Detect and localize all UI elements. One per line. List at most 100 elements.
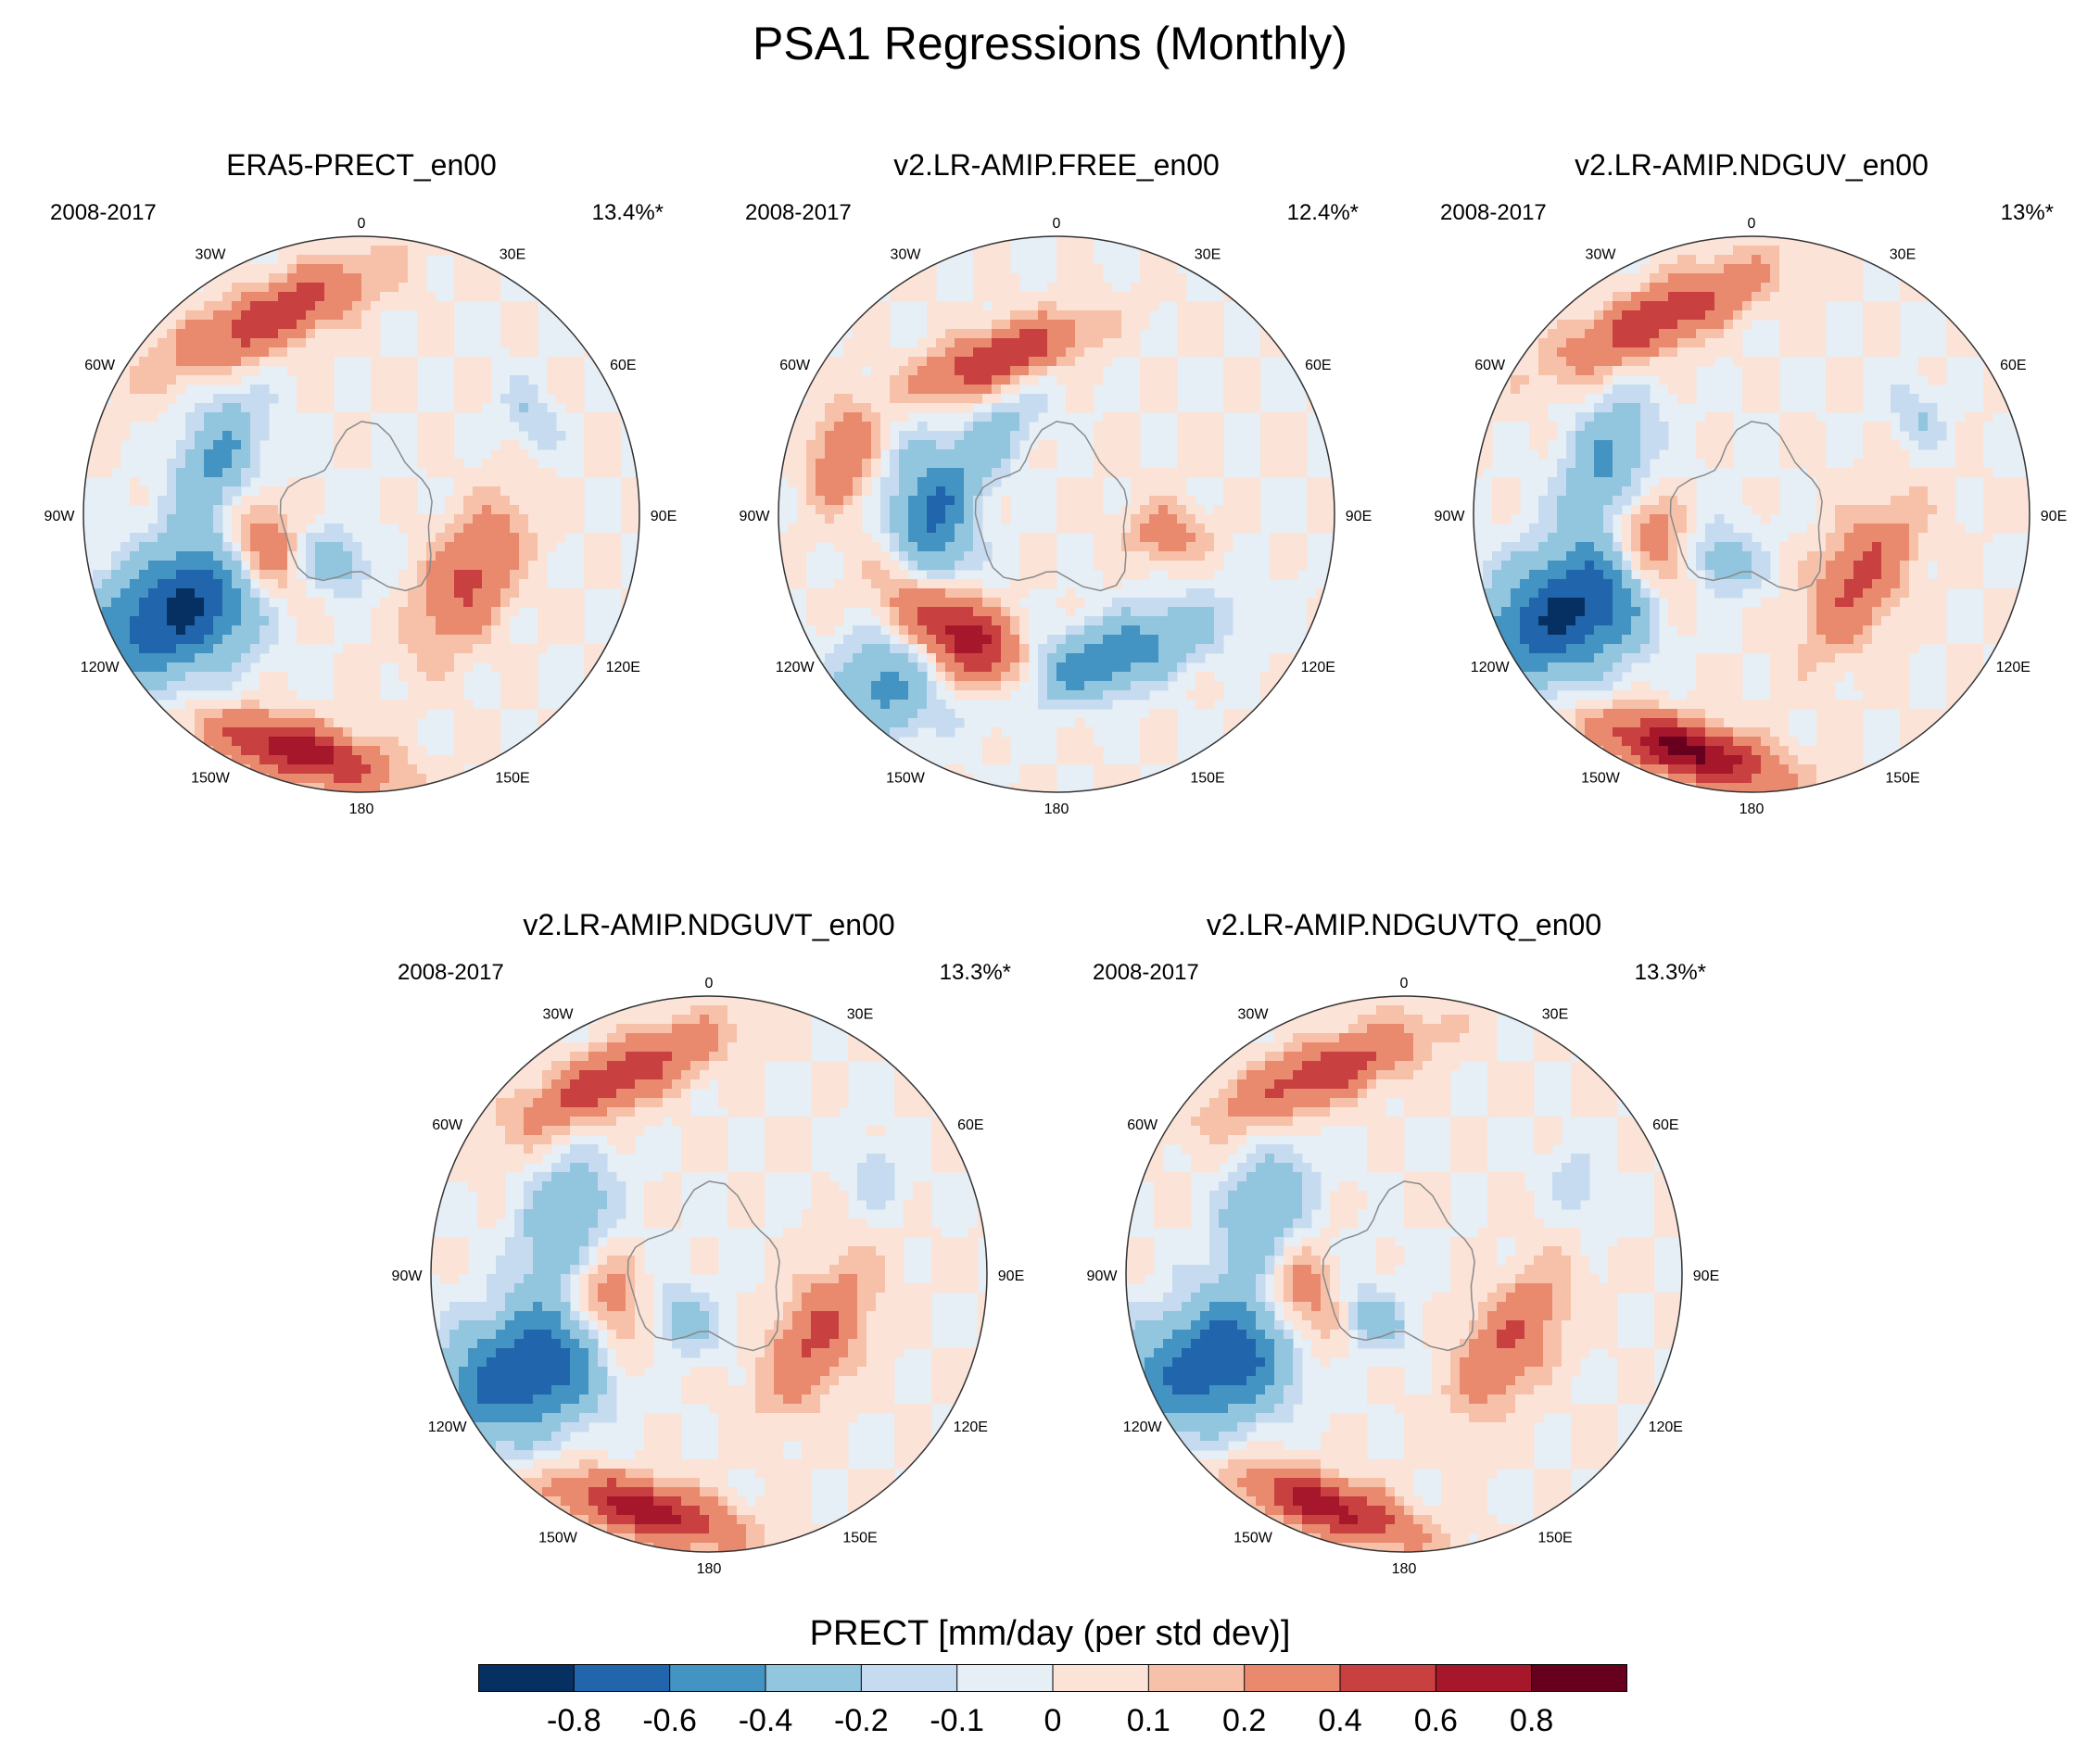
- field-cell: [334, 727, 344, 738]
- field-cell: [1186, 616, 1196, 626]
- field-cell: [1307, 524, 1317, 534]
- field-cell: [278, 533, 288, 543]
- field-cell: [1010, 579, 1020, 589]
- field-cell: [1742, 477, 1752, 487]
- field-cell: [473, 727, 483, 738]
- field-cell: [1140, 570, 1150, 580]
- antarctica-coastline: [974, 421, 1128, 592]
- field-cell: [1742, 236, 1752, 246]
- field-cell: [408, 709, 418, 719]
- field-cell: [1863, 347, 1873, 358]
- field-cell: [1687, 394, 1697, 404]
- field-cell: [1158, 283, 1169, 293]
- field-cell: [1297, 440, 1308, 450]
- field-cell: [278, 700, 288, 710]
- field-cell: [927, 449, 937, 460]
- field-cell: [964, 662, 974, 673]
- field-cell: [491, 644, 501, 654]
- field-cell: [880, 737, 891, 747]
- field-cell: [908, 514, 918, 524]
- field-cell: [287, 292, 297, 302]
- field-cell: [575, 524, 585, 534]
- field-cell: [306, 477, 316, 487]
- field-cell: [213, 449, 223, 460]
- field-cell: [1650, 366, 1660, 376]
- field-cell: [250, 338, 260, 348]
- field-cell: [1529, 347, 1539, 358]
- field-cell: [1724, 412, 1734, 423]
- field-cell: [1557, 496, 1567, 506]
- field-cell: [1955, 468, 1966, 478]
- field-cell: [1761, 264, 1771, 274]
- field-cell: [1733, 301, 1743, 311]
- field-cell: [1158, 524, 1169, 534]
- field-cell: [964, 468, 974, 478]
- field-cell: [306, 561, 316, 571]
- field-cell: [259, 700, 270, 710]
- field-cell: [1001, 588, 1011, 599]
- field-cell: [510, 505, 520, 515]
- field-cell: [1075, 653, 1085, 663]
- field-cell: [1714, 347, 1725, 358]
- field-cell: [120, 653, 131, 663]
- field-cell: [1094, 320, 1104, 330]
- field-cell: [491, 625, 501, 636]
- field-cell: [843, 347, 854, 358]
- field-cell: [853, 320, 863, 330]
- field-cell: [528, 320, 538, 330]
- field-cell: [500, 625, 511, 636]
- field-cell: [1872, 338, 1882, 348]
- field-cell: [398, 625, 409, 636]
- field-cell: [204, 486, 214, 497]
- field-cell: [1872, 347, 1882, 358]
- field-cell: [445, 551, 455, 562]
- field-cell: [955, 394, 965, 404]
- field-cell: [1650, 310, 1660, 321]
- field-cell: [195, 292, 205, 302]
- field-cell: [1742, 486, 1752, 497]
- field-cell: [204, 301, 214, 311]
- field-cell: [1640, 459, 1651, 469]
- field-cell: [982, 431, 993, 441]
- field-cell: [213, 273, 223, 284]
- field-cell: [222, 635, 233, 645]
- field-cell: [195, 561, 205, 571]
- field-cell: [834, 440, 844, 450]
- field-cell: [964, 301, 974, 311]
- field-cell: [380, 366, 390, 376]
- panel-title: ERA5-PRECT_en00: [226, 148, 497, 182]
- field-cell: [1668, 283, 1678, 293]
- field-cell: [1872, 477, 1882, 487]
- field-cell: [324, 570, 335, 580]
- field-cell: [158, 366, 168, 376]
- field-cell: [1251, 357, 1261, 367]
- field-cell: [232, 533, 242, 543]
- field-cell: [973, 422, 983, 432]
- field-cell: [1149, 551, 1159, 562]
- field-cell: [1066, 394, 1076, 404]
- field-cell: [880, 375, 891, 385]
- field-cell: [1112, 625, 1122, 636]
- field-cell: [1585, 292, 1595, 302]
- field-cell: [871, 598, 881, 608]
- field-cell: [176, 449, 186, 460]
- field-cell: [1214, 301, 1224, 311]
- field-cell: [463, 514, 474, 524]
- field-cell: [139, 385, 149, 395]
- field-cell: [1696, 329, 1706, 339]
- field-cell: [473, 385, 483, 395]
- field-cell: [1520, 366, 1530, 376]
- field-cell: [204, 662, 214, 673]
- field-cell: [955, 477, 965, 487]
- field-cell: [1752, 246, 1762, 256]
- field-cell: [93, 570, 103, 580]
- field-cell: [927, 524, 937, 534]
- field-cell: [259, 681, 270, 691]
- field-cell: [797, 579, 807, 589]
- field-cell: [788, 449, 798, 460]
- field-cell: [1177, 561, 1187, 571]
- field-cell: [1585, 496, 1595, 506]
- field-cell: [1687, 246, 1697, 256]
- field-cell: [297, 385, 307, 395]
- field-cell: [269, 264, 279, 274]
